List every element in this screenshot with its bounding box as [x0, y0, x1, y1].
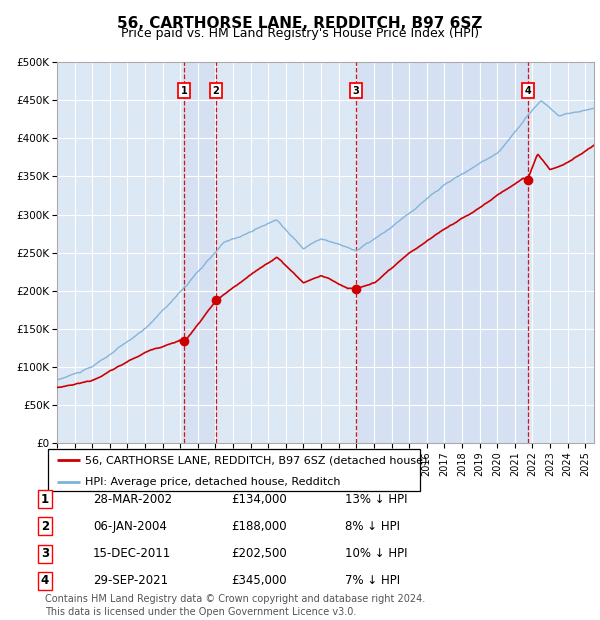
Text: £134,000: £134,000	[231, 493, 287, 505]
Text: 28-MAR-2002: 28-MAR-2002	[93, 493, 172, 505]
Text: 1: 1	[181, 86, 188, 95]
Text: 56, CARTHORSE LANE, REDDITCH, B97 6SZ (detached house): 56, CARTHORSE LANE, REDDITCH, B97 6SZ (d…	[85, 455, 428, 465]
FancyBboxPatch shape	[48, 449, 420, 491]
Text: £188,000: £188,000	[231, 520, 287, 533]
Text: 1: 1	[41, 493, 49, 505]
Text: 7% ↓ HPI: 7% ↓ HPI	[345, 575, 400, 587]
Text: 10% ↓ HPI: 10% ↓ HPI	[345, 547, 407, 560]
Text: Contains HM Land Registry data © Crown copyright and database right 2024.
This d: Contains HM Land Registry data © Crown c…	[45, 594, 425, 617]
Text: £345,000: £345,000	[231, 575, 287, 587]
Text: 3: 3	[352, 86, 359, 95]
Text: 56, CARTHORSE LANE, REDDITCH, B97 6SZ: 56, CARTHORSE LANE, REDDITCH, B97 6SZ	[118, 16, 482, 30]
Text: 15-DEC-2011: 15-DEC-2011	[93, 547, 171, 560]
Text: Price paid vs. HM Land Registry's House Price Index (HPI): Price paid vs. HM Land Registry's House …	[121, 27, 479, 40]
Bar	[356, 62, 528, 443]
Text: 29-SEP-2021: 29-SEP-2021	[93, 575, 168, 587]
Text: 06-JAN-2004: 06-JAN-2004	[93, 520, 167, 533]
Text: £202,500: £202,500	[231, 547, 287, 560]
Text: 2: 2	[41, 520, 49, 533]
Text: 2: 2	[212, 86, 219, 95]
Text: 3: 3	[41, 547, 49, 560]
Text: 4: 4	[524, 86, 532, 95]
Bar	[184, 62, 216, 443]
Text: 8% ↓ HPI: 8% ↓ HPI	[345, 520, 400, 533]
Text: HPI: Average price, detached house, Redditch: HPI: Average price, detached house, Redd…	[85, 477, 341, 487]
Text: 13% ↓ HPI: 13% ↓ HPI	[345, 493, 407, 505]
Text: 4: 4	[41, 575, 49, 587]
